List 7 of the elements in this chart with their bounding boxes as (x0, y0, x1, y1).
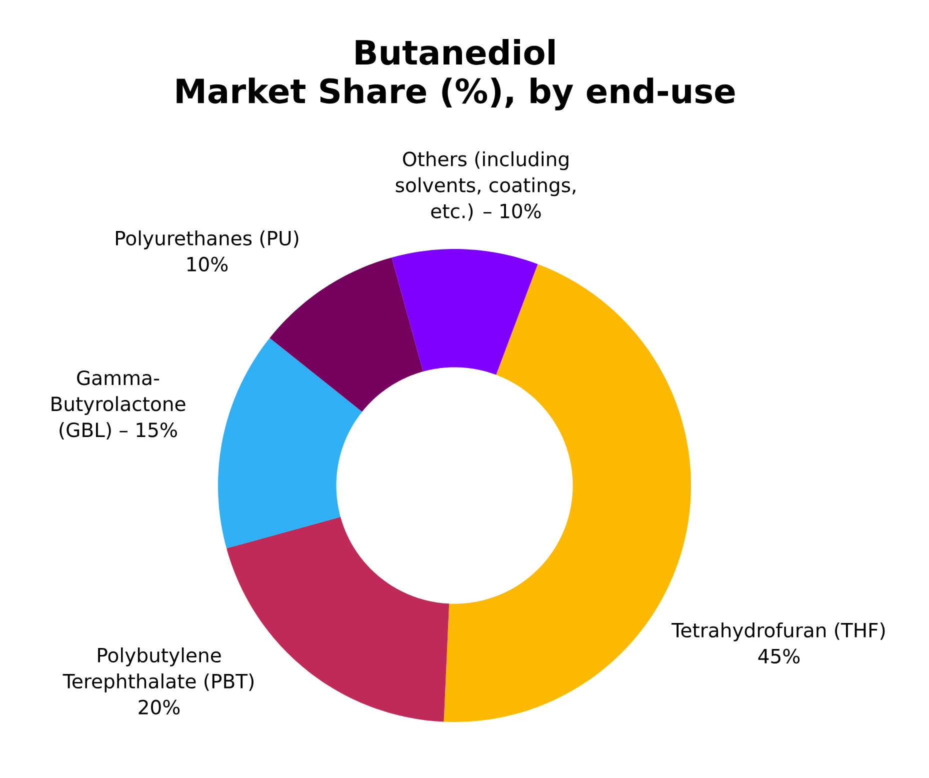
slice-label: Polybutylene Terephthalate (PBT) 20% (62, 647, 254, 715)
slice-label: Polyurethanes (PU) 10% (116, 230, 298, 272)
chart-subtitle: Market Share (%), by end-use (176, 78, 735, 110)
slice-label: Others (including solvents, coatings, etc.) – 10% (396, 151, 576, 221)
slice-label: Gamma-Butyrolactone (GBL) – 15% (52, 370, 186, 440)
chart-title: Butanediol (356, 39, 554, 65)
slice-label: Tetrahydrofuran (THF) 45% (672, 622, 885, 664)
